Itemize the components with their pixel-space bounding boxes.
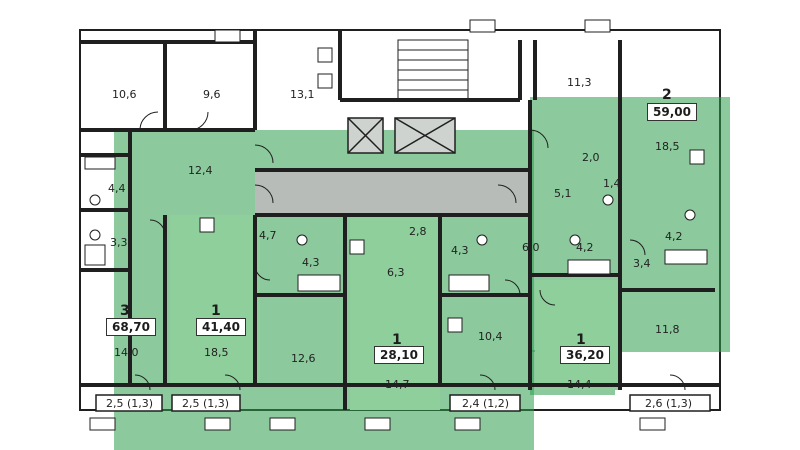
balcony-outlines <box>95 394 711 412</box>
doors <box>134 111 686 391</box>
apartment-area-badge: 59,00 <box>647 103 697 121</box>
apartment-room-count: 1 <box>211 303 221 319</box>
staircase <box>397 39 469 101</box>
balcony-area: 2,6 (1,3) <box>645 397 693 410</box>
room-area: 4,2 <box>576 241 594 254</box>
room-area: 10,6 <box>112 88 137 101</box>
apartment-area-badge: 68,70 <box>106 318 156 336</box>
room-area: 14,0 <box>114 346 139 359</box>
room-area: 4,3 <box>302 256 320 269</box>
apt-1a-fill <box>170 215 260 385</box>
room-area: 6,3 <box>387 266 405 279</box>
elevators <box>347 117 456 154</box>
room-area: 3,3 <box>110 236 128 249</box>
balcony-area: 2,5 (1,3) <box>182 397 230 410</box>
room-area: 6,0 <box>522 241 540 254</box>
apt-1b-fill <box>350 215 440 410</box>
room-area: 11,8 <box>655 323 680 336</box>
balcony-area: 2,5 (1,3) <box>106 397 154 410</box>
room-area: 14,7 <box>385 378 410 391</box>
room-area: 2,8 <box>409 225 427 238</box>
room-area: 11,3 <box>567 76 592 89</box>
apartment-room-count: 3 <box>120 303 130 319</box>
apartment-area-badge: 41,40 <box>196 318 246 336</box>
windows <box>89 19 666 431</box>
room-area: 12,4 <box>188 164 213 177</box>
apartment-room-count: 1 <box>392 332 402 348</box>
apartment-area-badge: 36,20 <box>560 346 610 364</box>
room-area: 9,6 <box>203 88 221 101</box>
room-area: 2,0 <box>582 151 600 164</box>
room-area: 18,5 <box>204 346 229 359</box>
room-area: 5,1 <box>554 187 572 200</box>
apt-1c-fill <box>535 280 620 390</box>
room-area: 4,4 <box>108 182 126 195</box>
balcony-area: 2,4 (1,2) <box>462 397 510 410</box>
room-area: 10,4 <box>478 330 503 343</box>
room-area: 4,3 <box>451 244 469 257</box>
apartment-room-count: 2 <box>662 87 672 103</box>
fixtures <box>84 47 708 333</box>
apartment-area-badge: 28,10 <box>374 346 424 364</box>
room-area: 12,6 <box>291 352 316 365</box>
room-area: 18,5 <box>655 140 680 153</box>
corridor <box>255 170 530 215</box>
room-area: 3,4 <box>633 257 651 270</box>
room-area: 1,4 <box>603 177 621 190</box>
room-area: 4,7 <box>259 229 277 242</box>
room-area: 13,1 <box>290 88 315 101</box>
room-area: 4,2 <box>665 230 683 243</box>
apartment-room-count: 1 <box>576 332 586 348</box>
room-area: 14,4 <box>567 378 592 391</box>
